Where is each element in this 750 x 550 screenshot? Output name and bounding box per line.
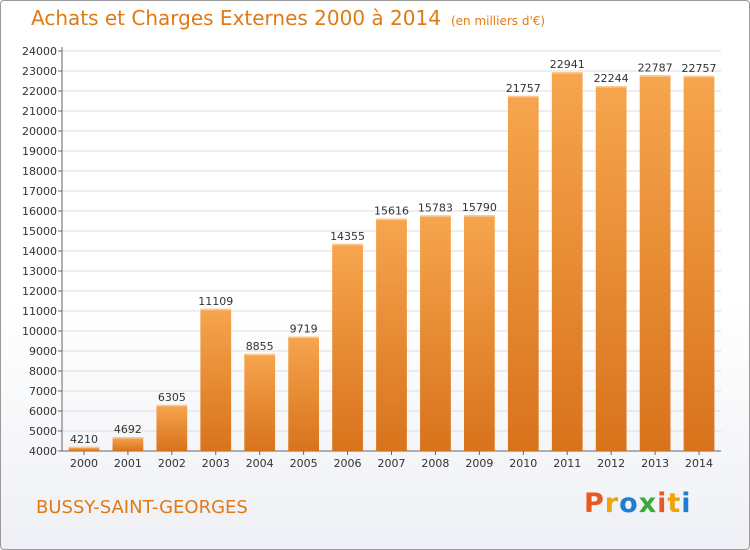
- bar-2008: [420, 215, 451, 451]
- bar-2002: [156, 404, 188, 451]
- y-tick-label: 4000: [29, 445, 57, 458]
- bar-2012: [595, 86, 627, 452]
- y-tick-label: 15000: [22, 225, 57, 238]
- x-tick-label-2003: 2003: [202, 457, 230, 470]
- bar-highlight: [463, 215, 495, 217]
- value-label-2008: 15783: [418, 201, 453, 214]
- y-tick-label: 13000: [22, 265, 57, 278]
- y-tick-label: 16000: [22, 205, 57, 218]
- logo-letter: o: [619, 488, 639, 519]
- value-label-2010: 21757: [506, 82, 541, 95]
- x-tick-label-2011: 2011: [553, 457, 581, 470]
- x-tick-label-2001: 2001: [114, 457, 142, 470]
- value-label-2011: 22941: [550, 58, 585, 71]
- x-tick-label-2002: 2002: [158, 457, 186, 470]
- x-tick-label-2012: 2012: [597, 457, 625, 470]
- chart-title-block: Achats et Charges Externes 2000 à 2014 (e…: [31, 6, 545, 30]
- x-tick-label-2009: 2009: [465, 457, 493, 470]
- y-tick-label: 12000: [22, 285, 57, 298]
- value-labels: 4210 4692 6305 11109 8855 9719 14355 15616 15783…: [70, 58, 717, 446]
- value-label-2012: 22244: [594, 72, 629, 85]
- bar-highlight: [376, 218, 407, 221]
- value-label-2002: 6305: [158, 391, 186, 404]
- y-tick-label: 7000: [29, 385, 57, 398]
- value-label-2004: 8855: [246, 340, 274, 353]
- city-name: BUSSY-SAINT-GEORGES: [36, 497, 248, 518]
- y-tick-label: 11000: [22, 305, 57, 318]
- bar-2009: [463, 215, 495, 451]
- logo-letter: i: [657, 488, 668, 519]
- x-tick-label-2007: 2007: [378, 457, 406, 470]
- x-tick-label-2004: 2004: [246, 457, 274, 470]
- bar-2006: [332, 243, 363, 451]
- bar-2013: [639, 75, 671, 451]
- bar-2001: [112, 437, 144, 451]
- bar-highlight: [68, 446, 100, 449]
- chart-unit: (en milliers d'€): [450, 14, 546, 28]
- bar-2007: [376, 218, 407, 451]
- bar-highlight: [420, 215, 451, 217]
- chart-title: Achats et Charges Externes 2000 à 2014: [31, 6, 441, 30]
- x-tick-label-2006: 2006: [334, 457, 362, 470]
- y-tick-label: 5000: [29, 425, 57, 438]
- y-tick-label: 20000: [22, 125, 57, 138]
- bar-highlight: [112, 437, 144, 439]
- bar-highlight: [551, 72, 583, 74]
- x-tick-label-2013: 2013: [641, 457, 669, 470]
- value-label-2005: 9719: [290, 323, 318, 336]
- logo-letter: t: [667, 488, 682, 519]
- y-tick-label: 19000: [22, 145, 57, 158]
- value-label-2013: 22787: [638, 61, 673, 74]
- bar-highlight: [288, 336, 320, 339]
- bar-highlight: [507, 95, 539, 98]
- bars: [68, 72, 715, 452]
- bar-highlight: [332, 243, 363, 246]
- y-tick-label: 23000: [22, 65, 57, 78]
- bar-2010: [507, 95, 539, 452]
- bar-highlight: [683, 75, 715, 78]
- bar-2004: [244, 353, 276, 451]
- y-tick-label: 9000: [29, 345, 57, 358]
- bar-highlight: [156, 404, 188, 407]
- value-label-2001: 4692: [114, 423, 142, 436]
- x-tick-label-2008: 2008: [421, 457, 449, 470]
- value-label-2000: 4210: [70, 433, 98, 446]
- value-label-2006: 14355: [330, 230, 365, 243]
- y-tick-label: 24000: [22, 45, 57, 58]
- logo-letter: P: [584, 488, 605, 519]
- bar-2011: [551, 72, 583, 452]
- y-tick-label: 6000: [29, 405, 57, 418]
- y-tick-label: 22000: [22, 85, 57, 98]
- bar-2005: [288, 336, 320, 451]
- bar-2003: [200, 308, 232, 451]
- bar-highlight: [595, 86, 627, 88]
- x-tick-label-2005: 2005: [290, 457, 318, 470]
- x-tick-label-2010: 2010: [509, 457, 537, 470]
- logo-letter: r: [604, 488, 620, 519]
- y-tick-label: 14000: [22, 245, 57, 258]
- y-tick-label: 10000: [22, 325, 57, 338]
- logo-letter: x: [638, 488, 658, 519]
- y-tick-label: 21000: [22, 105, 57, 118]
- bar-2014: [683, 75, 715, 452]
- y-tick-label: 8000: [29, 365, 57, 378]
- bar-highlight: [200, 308, 232, 311]
- value-label-2014: 22757: [682, 62, 717, 75]
- bar-highlight: [244, 353, 276, 356]
- x-tick-label-2000: 2000: [70, 457, 98, 470]
- value-label-2007: 15616: [374, 205, 409, 218]
- y-tick-label: 18000: [22, 165, 57, 178]
- value-label-2003: 11109: [198, 295, 233, 308]
- bar-2000: [68, 446, 100, 451]
- value-label-2009: 15790: [462, 201, 497, 214]
- bar-highlight: [639, 75, 671, 77]
- x-tick-label-2014: 2014: [685, 457, 713, 470]
- proxiti-logo[interactable]: Proxiti: [584, 488, 692, 519]
- y-tick-label: 17000: [22, 185, 57, 198]
- logo-letter: i: [681, 488, 692, 519]
